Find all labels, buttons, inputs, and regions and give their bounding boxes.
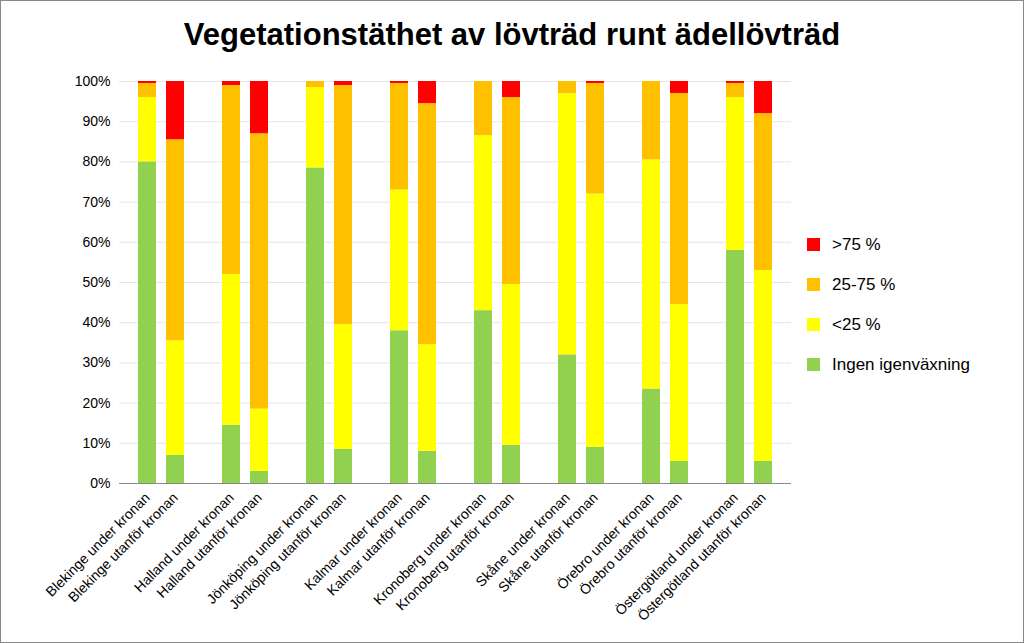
html-text:25-75 %: 25-75 %: [832, 274, 896, 294]
html-text:<25 %: <25 %: [832, 314, 881, 334]
svg-text:Kalmar under kronan: Kalmar under kronan: [301, 489, 405, 594]
svg-text:Halland under kronan: Halland under kronan: [130, 489, 237, 596]
svg-text:Skåne under kronan: Skåne under kronan: [472, 489, 573, 590]
svg-text:60%: 60%: [82, 234, 110, 250]
svg-text:40%: 40%: [82, 314, 110, 330]
svg-text:Kalmar utanför kronan: Kalmar utanför kronan: [323, 489, 433, 599]
svg-text:80%: 80%: [82, 153, 110, 169]
svg-text:20%: 20%: [82, 395, 110, 411]
svg-text:50%: 50%: [82, 274, 110, 290]
html-text:Vegetationstäthet av lövträd r: Vegetationstäthet av lövträd runt ädellö…: [183, 17, 841, 52]
svg-text:Kronoberg under kronan: Kronoberg under kronan: [370, 489, 489, 608]
svg-text:0%: 0%: [90, 475, 110, 491]
svg-text:Skåne utanför kronan: Skåne utanför kronan: [494, 489, 601, 596]
svg-text:10%: 10%: [82, 435, 110, 451]
svg-text:Halland utanför kronan: Halland utanför kronan: [153, 489, 265, 601]
svg-text:Östergötland under kronan: Östergötland under kronan: [611, 489, 741, 619]
svg-text:70%: 70%: [82, 194, 110, 210]
svg-text:Blekinge under kronan: Blekinge under kronan: [42, 489, 153, 600]
html-text:Ingen igenväxning: Ingen igenväxning: [832, 354, 970, 374]
svg-text:30%: 30%: [82, 354, 110, 370]
svg-text:Kronoberg utanför kronan: Kronoberg utanför kronan: [392, 489, 517, 614]
svg-text:Östergötland utanför kronan: Östergötland utanför kronan: [633, 489, 768, 624]
svg-text:90%: 90%: [82, 113, 110, 129]
svg-text:Jönköping utanför kronan: Jönköping utanför kronan: [225, 489, 349, 613]
svg-text:Örebro under kronan: Örebro under kronan: [553, 489, 657, 593]
svg-text:Örebro utanför kronan: Örebro utanför kronan: [576, 489, 685, 598]
svg-text:Blekinge utanför kronan: Blekinge utanför kronan: [64, 489, 181, 606]
svg-text:100%: 100%: [75, 73, 111, 89]
html-text:>75 %: >75 %: [832, 234, 881, 254]
svg-text:Jönköping under kronan: Jönköping under kronan: [203, 489, 321, 607]
